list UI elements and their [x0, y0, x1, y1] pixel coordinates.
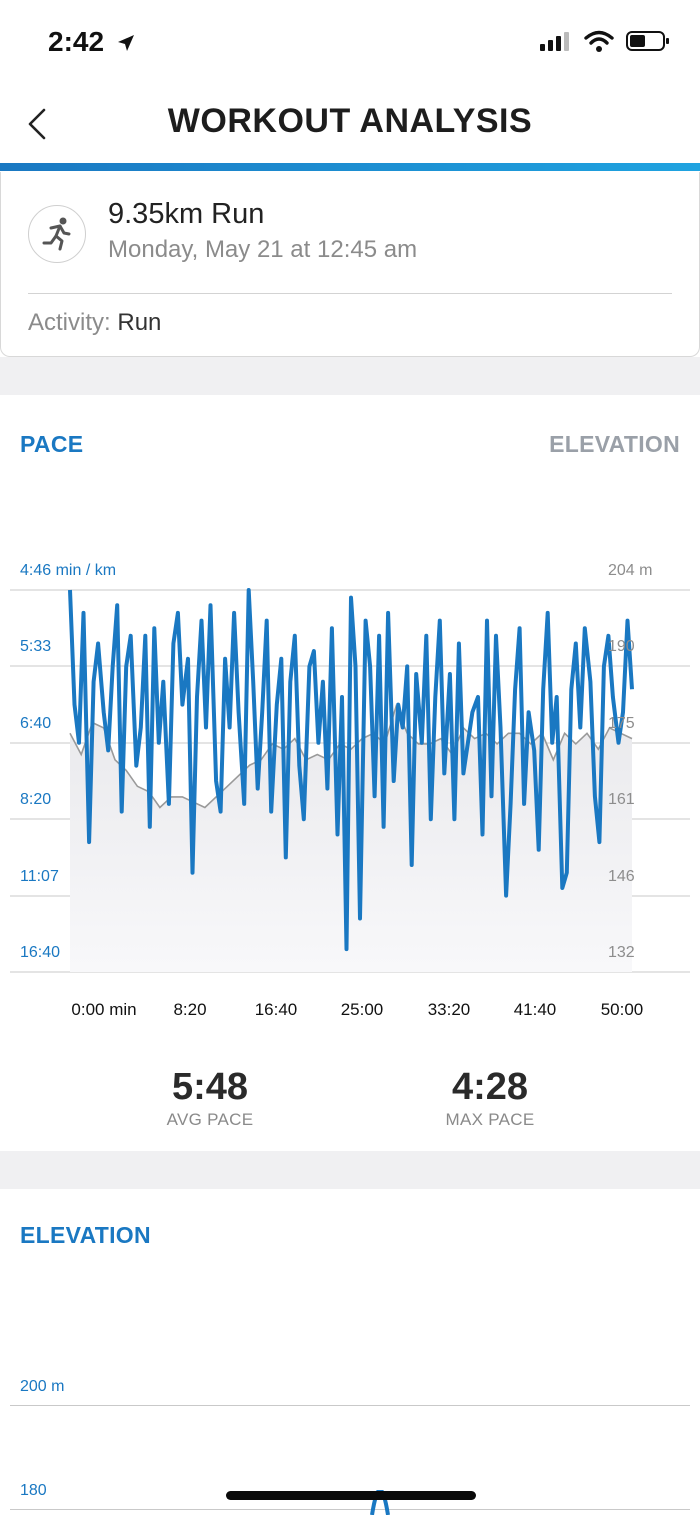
section-separator: [0, 1151, 700, 1189]
pace-xtick-label: 41:40: [513, 1000, 557, 1019]
running-person-icon: [42, 217, 71, 251]
pace-xtick-label: 16:40: [254, 1000, 298, 1019]
activity-row: Activity: Run: [28, 309, 161, 337]
section-separator: [0, 357, 700, 395]
workout-title: 9.35km Run: [108, 198, 265, 230]
elevation-gridline: [10, 1509, 690, 1510]
elevation-ytick-label: 204 m: [608, 562, 653, 579]
activity-value: Run: [117, 309, 162, 336]
pace-xtick-label: 33:20: [427, 1000, 471, 1019]
battery-icon: [626, 31, 669, 51]
pace-xtick-label: 50:00: [600, 1000, 644, 1019]
status-icons: [540, 30, 670, 52]
pace-line: [68, 588, 634, 952]
pace-ytick-label: 11:07: [20, 868, 59, 885]
avg-pace-label: AVG PACE: [166, 1110, 254, 1129]
elevation-section-title: ELEVATION: [20, 1222, 151, 1248]
elevation-ytick-label: 200 m: [20, 1378, 65, 1395]
pace-ytick-label: 5:33: [20, 638, 52, 655]
card-divider: [28, 293, 672, 294]
pace-xtick-label: 25:00: [340, 1000, 384, 1019]
wifi-icon: [584, 30, 614, 52]
elevation-ytick-label: 161: [608, 791, 635, 808]
pace-chart: [10, 588, 690, 973]
activity-label: Activity:: [28, 309, 111, 336]
avg-pace-value: 5:48: [171, 1066, 249, 1108]
status-time: 2:42: [48, 26, 136, 58]
elevation-gridline: [10, 1405, 690, 1406]
header-accent-bar: [0, 163, 700, 171]
pace-ytick-label: 16:40: [20, 944, 61, 961]
pace-xtick-label: 8:20: [173, 1000, 207, 1019]
elevation-ytick-label: 180: [20, 1482, 47, 1499]
elevation-ytick-label: 132: [608, 944, 635, 961]
page-title: WORKOUT ANALYSIS: [167, 102, 533, 140]
location-arrow-icon: [117, 35, 134, 51]
pace-xtick-label: 0:00 min: [71, 1000, 137, 1019]
elevation-ytick-label: 175: [608, 715, 635, 732]
pace-chart-title: PACE: [20, 431, 84, 457]
pace-ytick-label: 8:20: [20, 791, 52, 808]
pace-ytick-label: 6:40: [20, 715, 52, 732]
elevation-ytick-label: 190: [608, 638, 635, 655]
activity-icon-wrapper: [28, 205, 86, 263]
elevation-axis-title: ELEVATION: [549, 431, 680, 457]
status-time-text: 2:42: [48, 26, 105, 57]
max-pace-value: 4:28: [451, 1066, 529, 1108]
workout-date: Monday, May 21 at 12:45 am: [108, 236, 418, 263]
cellular-signal-icon: [540, 32, 569, 51]
elevation-ytick-label: 146: [608, 868, 635, 885]
pace-ytick-label: 4:46 min / km: [20, 562, 117, 579]
back-chevron-icon[interactable]: [24, 104, 64, 144]
max-pace-label: MAX PACE: [445, 1110, 535, 1129]
elevation-peak-mark: [370, 1490, 390, 1515]
home-indicator[interactable]: [226, 1491, 476, 1500]
workout-summary-card: [0, 172, 700, 357]
